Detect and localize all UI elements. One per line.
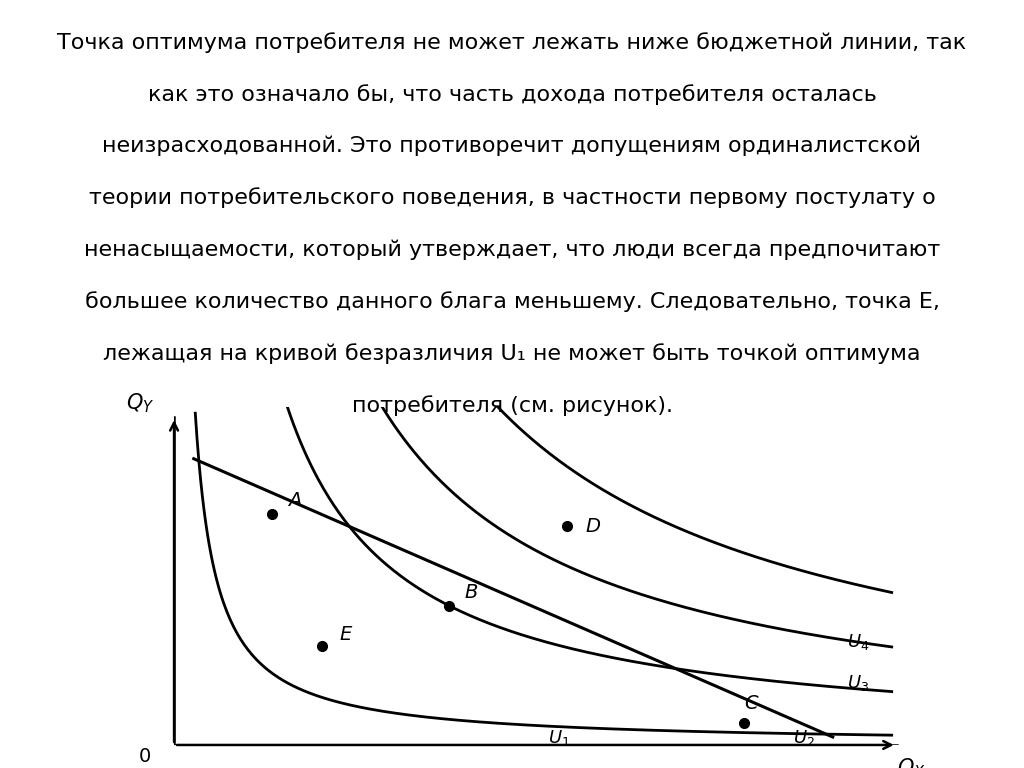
Text: $Q_X$: $Q_X$ <box>897 757 926 768</box>
Text: $Q_Y$: $Q_Y$ <box>126 392 154 415</box>
Text: $U_4$: $U_4$ <box>848 631 870 651</box>
Text: $U_1$: $U_1$ <box>548 728 569 748</box>
Text: $A$: $A$ <box>287 492 302 511</box>
Text: потребителя (см. рисунок).: потребителя (см. рисунок). <box>351 395 673 415</box>
Text: Точка оптимума потребителя не может лежать ниже бюджетной линии, так: Точка оптимума потребителя не может лежа… <box>57 32 967 53</box>
Text: неизрасходованной. Это противоречит допущениям ординалистской: неизрасходованной. Это противоречит допу… <box>102 136 922 156</box>
Text: большее количество данного блага меньшему. Следовательно, точка Е,: большее количество данного блага меньшем… <box>85 291 939 312</box>
Text: как это означало бы, что часть дохода потребителя осталась: как это означало бы, что часть дохода по… <box>147 84 877 104</box>
Text: $D$: $D$ <box>585 517 601 536</box>
Text: $C$: $C$ <box>744 694 760 713</box>
Text: $U_2$: $U_2$ <box>794 728 815 748</box>
Text: $E$: $E$ <box>339 624 353 644</box>
Text: $U_3$: $U_3$ <box>848 674 869 694</box>
Text: теории потребительского поведения, в частности первому постулату о: теории потребительского поведения, в час… <box>89 187 935 208</box>
Text: ненасыщаемости, который утверждает, что люди всегда предпочитают: ненасыщаемости, который утверждает, что … <box>84 240 940 260</box>
Text: $B$: $B$ <box>464 583 478 602</box>
Text: лежащая на кривой безразличия U₁ не может быть точкой оптимума: лежащая на кривой безразличия U₁ не може… <box>103 343 921 364</box>
Text: 0: 0 <box>138 747 151 766</box>
